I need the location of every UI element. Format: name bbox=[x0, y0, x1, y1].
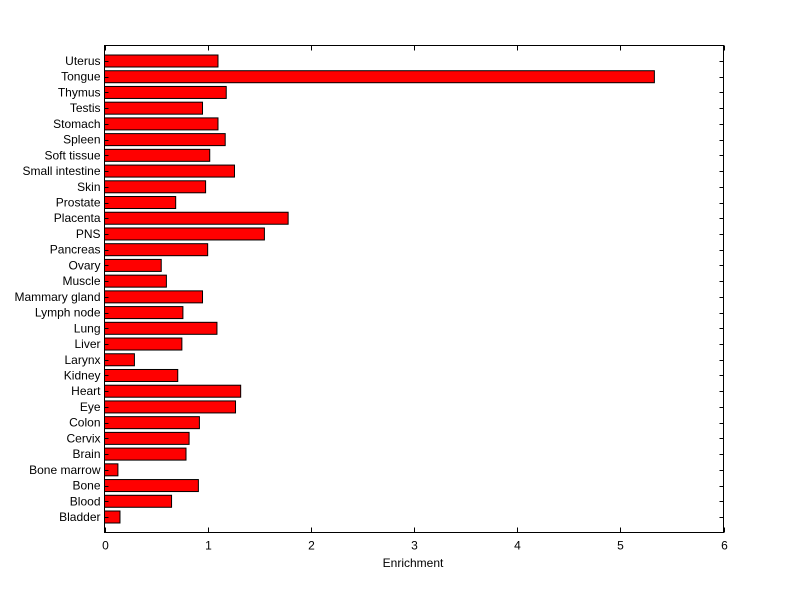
bar-thymus bbox=[104, 85, 227, 99]
bar-brain bbox=[104, 447, 187, 461]
x-tick-label: 6 bbox=[721, 539, 728, 553]
y-tick-label: Cervix bbox=[66, 431, 100, 445]
bar-muscle bbox=[104, 274, 167, 288]
bar-blood bbox=[104, 494, 173, 508]
y-tick-label: Bone bbox=[72, 479, 100, 493]
y-tick-label: Kidney bbox=[64, 368, 101, 382]
y-tick-label: Soft tissue bbox=[44, 148, 100, 162]
bar-bone-marrow bbox=[104, 463, 119, 477]
bar-prostate bbox=[104, 196, 177, 210]
y-tick-label: Heart bbox=[71, 384, 101, 398]
bar-cervix bbox=[104, 431, 190, 445]
x-tick-label: 0 bbox=[102, 539, 109, 553]
y-tick-label: Eye bbox=[80, 400, 101, 414]
y-tick-label: Stomach bbox=[53, 117, 100, 131]
bar-small-intestine bbox=[104, 164, 235, 178]
x-tick-label: 5 bbox=[617, 539, 624, 553]
bar-lung bbox=[104, 321, 218, 335]
y-tick-label: Spleen bbox=[63, 133, 100, 147]
x-tick-label: 2 bbox=[308, 539, 315, 553]
y-tick-label: Brain bbox=[72, 447, 100, 461]
bar-skin bbox=[104, 180, 207, 194]
bar-mammary-gland bbox=[104, 290, 204, 304]
bar-liver bbox=[104, 337, 183, 351]
bar-uterus bbox=[104, 54, 219, 68]
y-tick-label: Liver bbox=[74, 337, 100, 351]
bar-pns bbox=[104, 227, 265, 241]
bar-stomach bbox=[104, 117, 219, 131]
y-tick-label: Pancreas bbox=[50, 243, 101, 257]
x-axis-label: Enrichment bbox=[383, 556, 444, 570]
bar-colon bbox=[104, 416, 200, 430]
bar-kidney bbox=[104, 368, 179, 382]
y-tick-label: Thymus bbox=[58, 85, 101, 99]
y-tick-label: Blood bbox=[70, 494, 101, 508]
y-tick-label: Small intestine bbox=[22, 164, 100, 178]
y-tick-label: Placenta bbox=[54, 211, 101, 225]
bar-heart bbox=[104, 384, 242, 398]
y-tick-label: Skin bbox=[77, 180, 100, 194]
y-tick-label: Bladder bbox=[59, 510, 100, 524]
bar-soft-tissue bbox=[104, 148, 211, 162]
y-tick-label: Tongue bbox=[61, 70, 101, 84]
y-tick-label: Lymph node bbox=[35, 306, 101, 320]
y-tick-label: Mammary gland bbox=[14, 290, 100, 304]
y-tick-label: Lung bbox=[74, 321, 101, 335]
bar-bone bbox=[104, 479, 199, 493]
y-tick-label: Prostate bbox=[56, 196, 101, 210]
y-tick-label: Bone marrow bbox=[29, 463, 101, 477]
y-tick-label: Ovary bbox=[68, 258, 100, 272]
y-tick-label: Muscle bbox=[62, 274, 100, 288]
y-tick-label: Larynx bbox=[64, 353, 100, 367]
bar-ovary bbox=[104, 258, 162, 272]
y-tick-label: PNS bbox=[76, 227, 101, 241]
y-tick-label: Uterus bbox=[65, 54, 100, 68]
x-tick-label: 4 bbox=[514, 539, 521, 553]
bar-lymph-node bbox=[104, 306, 184, 320]
y-tick-label: Testis bbox=[70, 101, 101, 115]
bar-pancreas bbox=[104, 243, 209, 257]
bar-larynx bbox=[104, 353, 135, 367]
bar-placenta bbox=[104, 211, 289, 225]
bar-spleen bbox=[104, 133, 226, 147]
x-tick-label: 1 bbox=[205, 539, 212, 553]
bar-testis bbox=[104, 101, 204, 115]
bar-eye bbox=[104, 400, 237, 414]
y-tick-label: Colon bbox=[69, 416, 100, 430]
x-tick-label: 3 bbox=[411, 539, 418, 553]
bar-tongue bbox=[104, 70, 655, 84]
